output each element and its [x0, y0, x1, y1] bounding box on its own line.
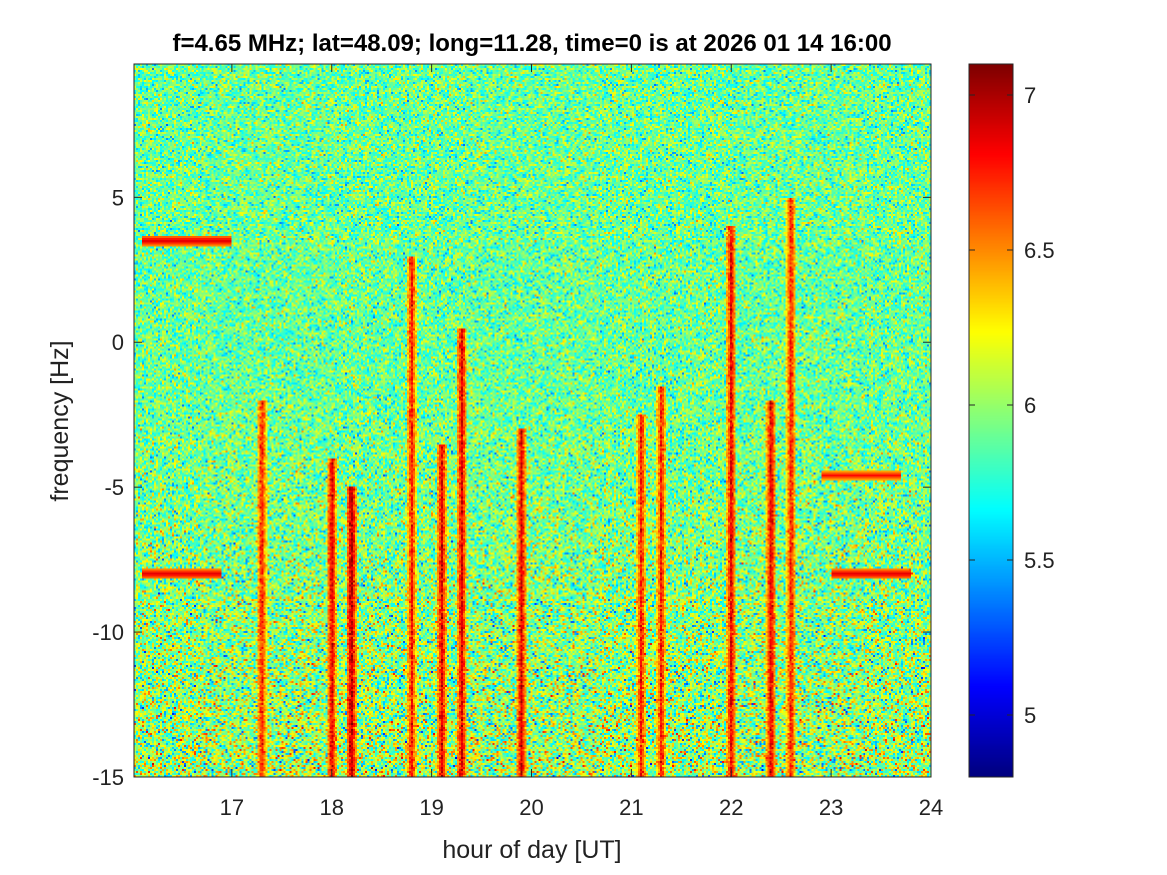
y-axis-label: frequency [Hz] — [46, 340, 74, 501]
x-tick-label: 23 — [819, 795, 843, 820]
chart-title: f=4.65 MHz; lat=48.09; long=11.28, time=… — [172, 30, 891, 57]
colorbar — [969, 64, 1013, 777]
spectrogram-heatmap — [134, 64, 931, 777]
colorbar-tick-label: 6 — [1024, 393, 1036, 418]
colorbar-tick-label: 7 — [1024, 83, 1036, 108]
y-axis-ticks: 5 0 -5 -10 -15 — [92, 185, 931, 790]
y-tick-label: -5 — [104, 475, 124, 500]
x-tick-label: 19 — [419, 795, 443, 820]
y-tick-label: 0 — [112, 330, 124, 355]
colorbar-frame — [968, 63, 1014, 778]
x-tick-label: 24 — [919, 795, 943, 820]
colorbar-ticks: 7 6.5 6 5.5 5 — [969, 83, 1055, 728]
spectrogram-plot-area — [134, 64, 931, 777]
x-tick-label: 17 — [220, 795, 244, 820]
x-tick-label: 21 — [619, 795, 643, 820]
colorbar-gradient — [969, 64, 1013, 777]
x-tick-label: 18 — [320, 795, 344, 820]
y-tick-label: 5 — [112, 185, 124, 210]
colorbar-tick-label: 5.5 — [1024, 548, 1055, 573]
x-axis-label: hour of day [UT] — [442, 836, 621, 864]
y-tick-label: -10 — [92, 620, 124, 645]
plot-frame — [133, 63, 932, 778]
colorbar-tick-label: 6.5 — [1024, 238, 1055, 263]
y-tick-label: -15 — [92, 765, 124, 790]
colorbar-tick-label: 5 — [1024, 703, 1036, 728]
x-axis-ticks: 17 18 19 20 21 22 23 24 — [220, 64, 943, 820]
x-tick-label: 20 — [519, 795, 543, 820]
x-tick-label: 22 — [719, 795, 743, 820]
